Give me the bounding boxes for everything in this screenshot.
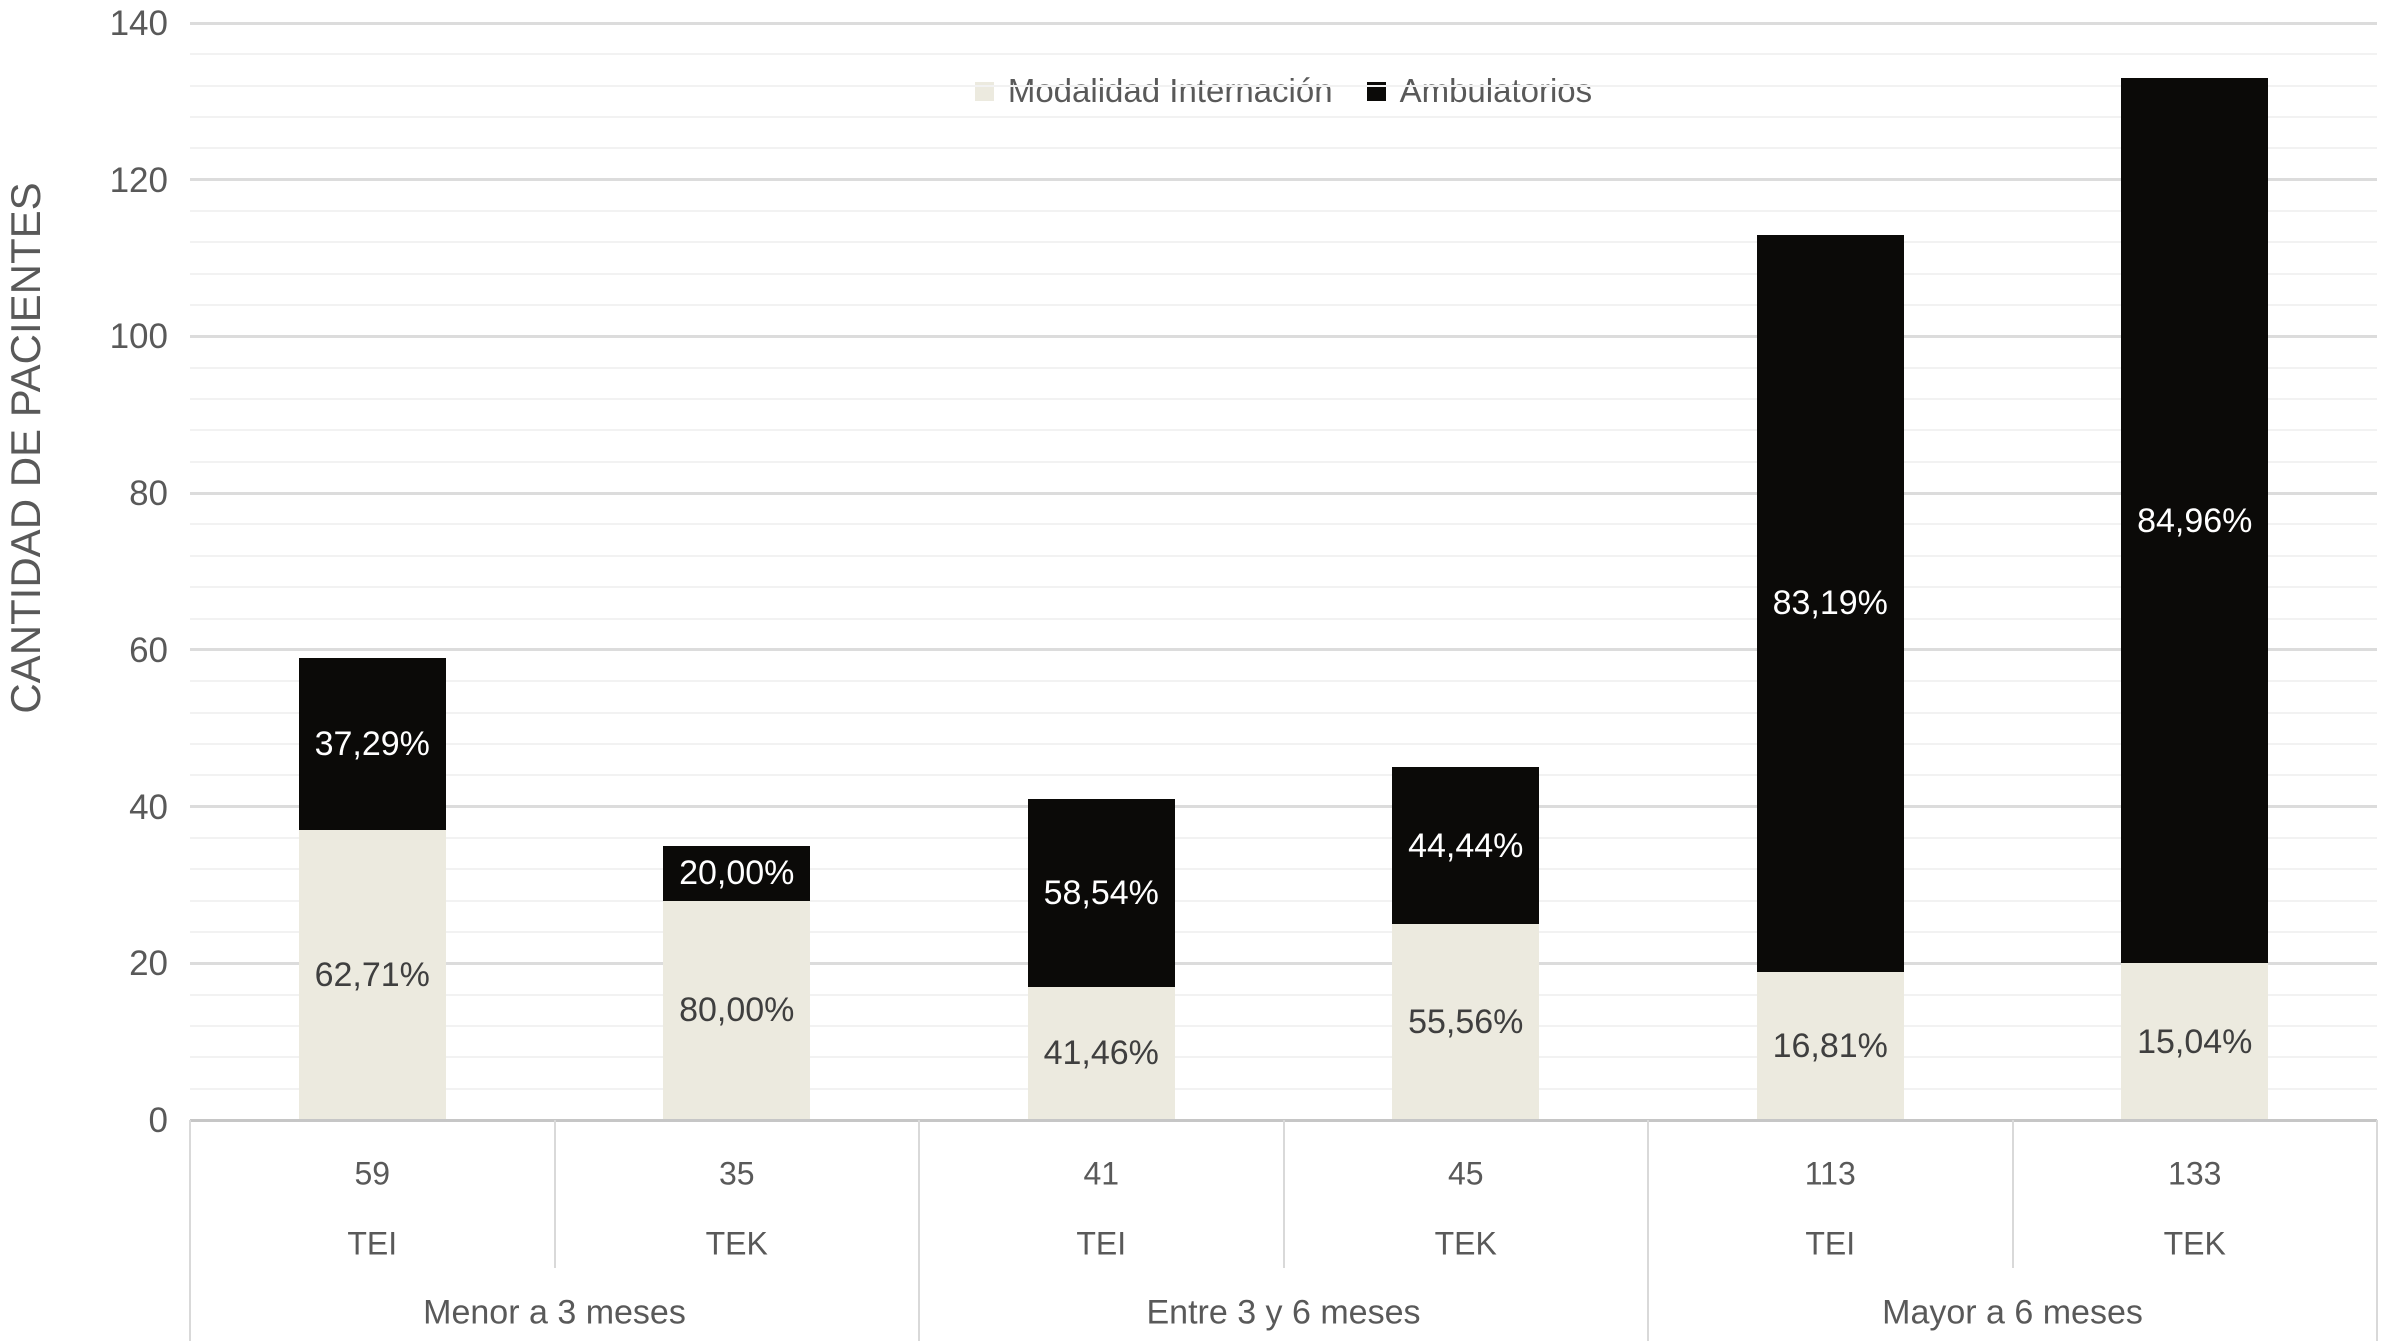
bar-segment-ambulatorios[interactable] xyxy=(663,846,810,901)
category-total-label: 45 xyxy=(1447,1155,1484,1192)
minor-gridline xyxy=(190,398,2377,400)
category-total-label: 41 xyxy=(1083,1155,1120,1192)
category-name-label: TEI xyxy=(1076,1225,1127,1262)
minor-gridline xyxy=(190,53,2377,55)
group-divider-line xyxy=(1647,1120,1649,1341)
ambulatorios-pct-label: 37,29% xyxy=(314,725,430,763)
ambulatorios-pct-label: 44,44% xyxy=(1408,827,1524,865)
y-tick-label: 0 xyxy=(148,1101,168,1140)
ambulatorios-swatch-icon xyxy=(1366,81,1386,101)
minor-gridline xyxy=(190,367,2377,369)
group-label: Menor a 3 meses xyxy=(423,1293,686,1332)
internacion-pct-label: 41,46% xyxy=(1043,1034,1159,1072)
major-gridline xyxy=(190,648,2377,651)
group-label: Mayor a 6 meses xyxy=(1882,1293,2143,1332)
legend-item-ambulatorios[interactable]: Ambulatorios xyxy=(1366,72,1593,110)
bar-segment-ambulatorios[interactable] xyxy=(299,658,446,830)
minor-gridline xyxy=(190,304,2377,306)
minor-gridline xyxy=(190,743,2377,745)
ambulatorios-pct-label: 20,00% xyxy=(679,854,795,892)
major-gridline xyxy=(190,178,2377,181)
legend-item-modalidad-internacion[interactable]: Modalidad Internación xyxy=(974,72,1333,110)
bar-segment-ambulatorios[interactable] xyxy=(1028,799,1175,987)
minor-gridline xyxy=(190,618,2377,620)
y-tick-label: 60 xyxy=(129,631,168,670)
y-tick-label: 20 xyxy=(129,944,168,983)
bar-segment-internacion[interactable] xyxy=(1028,987,1175,1120)
minor-gridline xyxy=(190,1088,2377,1090)
category-total-label: 59 xyxy=(354,1155,391,1192)
group-divider-line xyxy=(189,1120,191,1341)
y-tick-label: 140 xyxy=(109,4,168,43)
group-label: Entre 3 y 6 meses xyxy=(1146,1293,1421,1332)
minor-gridline xyxy=(190,147,2377,149)
minor-gridline xyxy=(190,900,2377,902)
cell-divider-line xyxy=(1283,1120,1285,1268)
cell-divider-line xyxy=(554,1120,556,1268)
bar-segment-internacion[interactable] xyxy=(1392,924,1539,1120)
legend-label-ambulatorios: Ambulatorios xyxy=(1399,72,1593,109)
group-divider-line xyxy=(2376,1120,2378,1341)
minor-gridline xyxy=(190,273,2377,275)
minor-gridline xyxy=(190,994,2377,996)
minor-gridline xyxy=(190,712,2377,714)
category-name-label: TEK xyxy=(2163,1225,2226,1262)
category-name-label: TEK xyxy=(1434,1225,1497,1262)
minor-gridline xyxy=(190,241,2377,243)
y-tick-label: 100 xyxy=(109,317,168,356)
category-total-label: 133 xyxy=(2168,1155,2222,1192)
group-divider-line xyxy=(918,1120,920,1341)
internacion-pct-label: 55,56% xyxy=(1408,1003,1524,1041)
minor-gridline xyxy=(190,461,2377,463)
bar-segment-internacion[interactable] xyxy=(1757,971,1904,1120)
internacion-swatch-icon xyxy=(974,81,994,101)
category-name-label: TEK xyxy=(705,1225,768,1262)
minor-gridline xyxy=(190,680,2377,682)
bar-segment-internacion[interactable] xyxy=(2121,963,2268,1120)
ambulatorios-pct-label: 84,96% xyxy=(2137,502,2253,540)
y-tick-label: 40 xyxy=(129,788,168,827)
major-gridline xyxy=(190,492,2377,495)
minor-gridline xyxy=(190,116,2377,118)
bar-segment-internacion[interactable] xyxy=(299,830,446,1120)
minor-gridline xyxy=(190,210,2377,212)
internacion-pct-label: 15,04% xyxy=(2137,1023,2253,1061)
category-total-label: 113 xyxy=(1804,1155,1856,1192)
bar-segment-ambulatorios[interactable] xyxy=(1392,767,1539,924)
minor-gridline xyxy=(190,774,2377,776)
y-tick-label: 120 xyxy=(109,161,168,200)
minor-gridline xyxy=(190,555,2377,557)
ambulatorios-pct-label: 58,54% xyxy=(1043,874,1159,912)
ambulatorios-pct-label: 83,19% xyxy=(1772,584,1888,622)
minor-gridline xyxy=(190,586,2377,588)
category-name-label: TEI xyxy=(1805,1225,1856,1262)
bar-segment-ambulatorios[interactable] xyxy=(2121,78,2268,963)
bar-segment-ambulatorios[interactable] xyxy=(1757,235,1904,972)
category-total-label: 35 xyxy=(718,1155,755,1192)
minor-gridline xyxy=(190,1025,2377,1027)
minor-gridline xyxy=(190,429,2377,431)
major-gridline xyxy=(190,22,2377,25)
minor-gridline xyxy=(190,1056,2377,1058)
bar-segment-internacion[interactable] xyxy=(663,901,810,1120)
major-gridline xyxy=(190,805,2377,808)
internacion-pct-label: 80,00% xyxy=(679,991,795,1029)
legend: Modalidad Internación Ambulatorios xyxy=(190,72,2377,110)
legend-label-internacion: Modalidad Internación xyxy=(1007,72,1333,109)
major-gridline xyxy=(190,335,2377,338)
minor-gridline xyxy=(190,523,2377,525)
major-gridline xyxy=(190,962,2377,965)
minor-gridline xyxy=(190,931,2377,933)
cell-divider-line xyxy=(2012,1120,2014,1268)
internacion-pct-label: 62,71% xyxy=(314,956,430,994)
internacion-pct-label: 16,81% xyxy=(1772,1027,1888,1065)
y-tick-label: 80 xyxy=(129,474,168,513)
minor-gridline xyxy=(190,837,2377,839)
category-name-label: TEI xyxy=(347,1225,398,1262)
minor-gridline xyxy=(190,868,2377,870)
